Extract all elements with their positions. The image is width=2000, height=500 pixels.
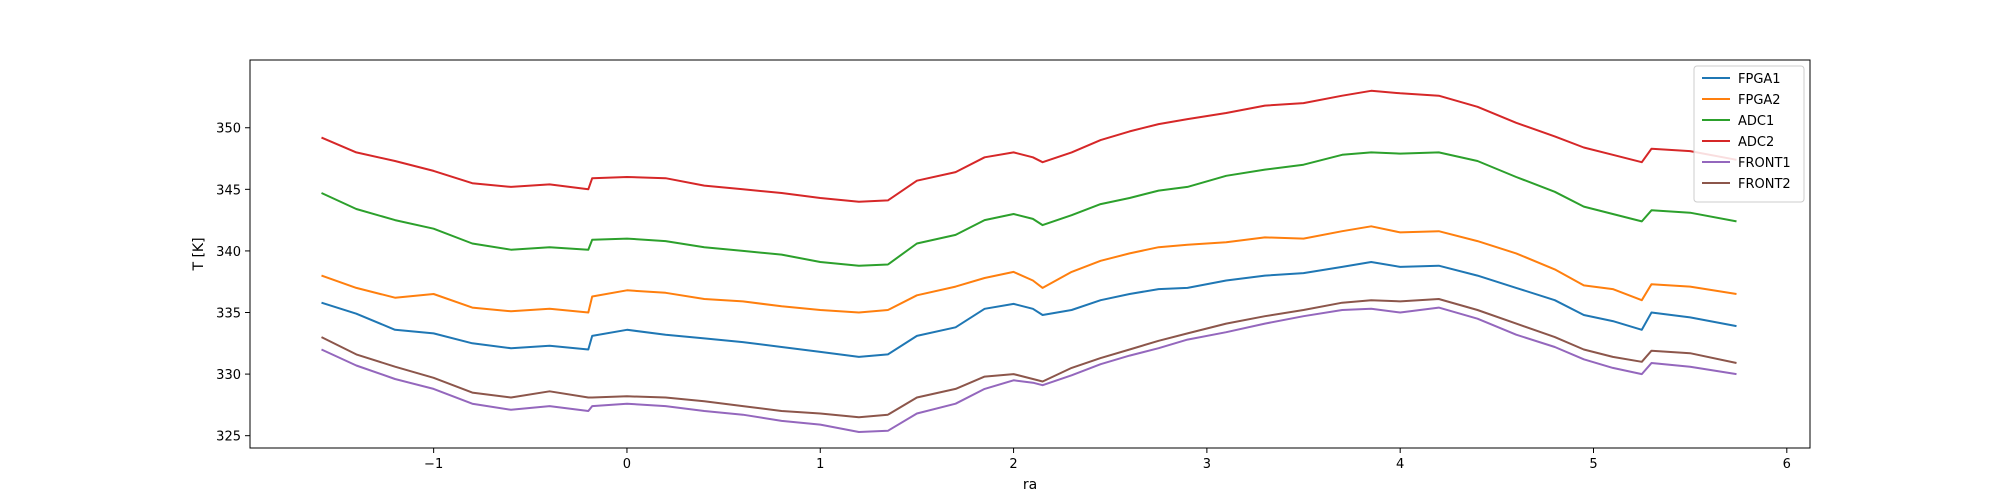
y-tick-label: 325 <box>216 430 241 445</box>
x-tick-label: 5 <box>1589 457 1597 472</box>
legend-entry: ADC1 <box>1738 114 1774 129</box>
x-tick-label: 3 <box>1203 457 1211 472</box>
series-line-fpga1 <box>321 261 1737 358</box>
series-line-fpga2 <box>321 225 1737 314</box>
y-axis: 325 330 335 340 345 350 <box>216 122 250 445</box>
legend-entry: FPGA1 <box>1738 72 1781 87</box>
legend-entry: FRONT1 <box>1738 156 1791 171</box>
y-tick-label: 350 <box>216 122 241 137</box>
x-tick-label: 2 <box>1009 457 1017 472</box>
legend-entry: FPGA2 <box>1738 93 1781 108</box>
legend-entry: FRONT2 <box>1738 177 1791 192</box>
legend-entry: ADC2 <box>1738 135 1774 150</box>
series-layer <box>321 89 1737 433</box>
y-tick-label: 330 <box>216 368 241 383</box>
x-tick-label: 6 <box>1783 457 1791 472</box>
y-tick-label: 345 <box>216 183 241 198</box>
y-tick-label: 340 <box>216 245 241 260</box>
series-line-adc2 <box>321 89 1737 203</box>
y-tick-label: 335 <box>216 307 241 322</box>
x-tick-label: 0 <box>623 457 631 472</box>
legend: FPGA1 FPGA2 ADC1 ADC2 FRONT1 FRONT2 <box>1693 65 1805 203</box>
y-axis-label: T [K] <box>191 237 207 271</box>
x-tick-label: 1 <box>816 457 824 472</box>
x-axis-label: ra <box>1023 477 1037 493</box>
series-line-front1 <box>321 306 1737 433</box>
x-tick-label: 4 <box>1396 457 1404 472</box>
series-line-front2 <box>321 298 1737 419</box>
x-tick-label: −1 <box>424 457 443 472</box>
x-axis: −1 0 1 2 3 4 5 6 <box>424 448 1791 472</box>
series-line-adc1 <box>321 151 1737 267</box>
plot-area <box>249 59 1811 449</box>
